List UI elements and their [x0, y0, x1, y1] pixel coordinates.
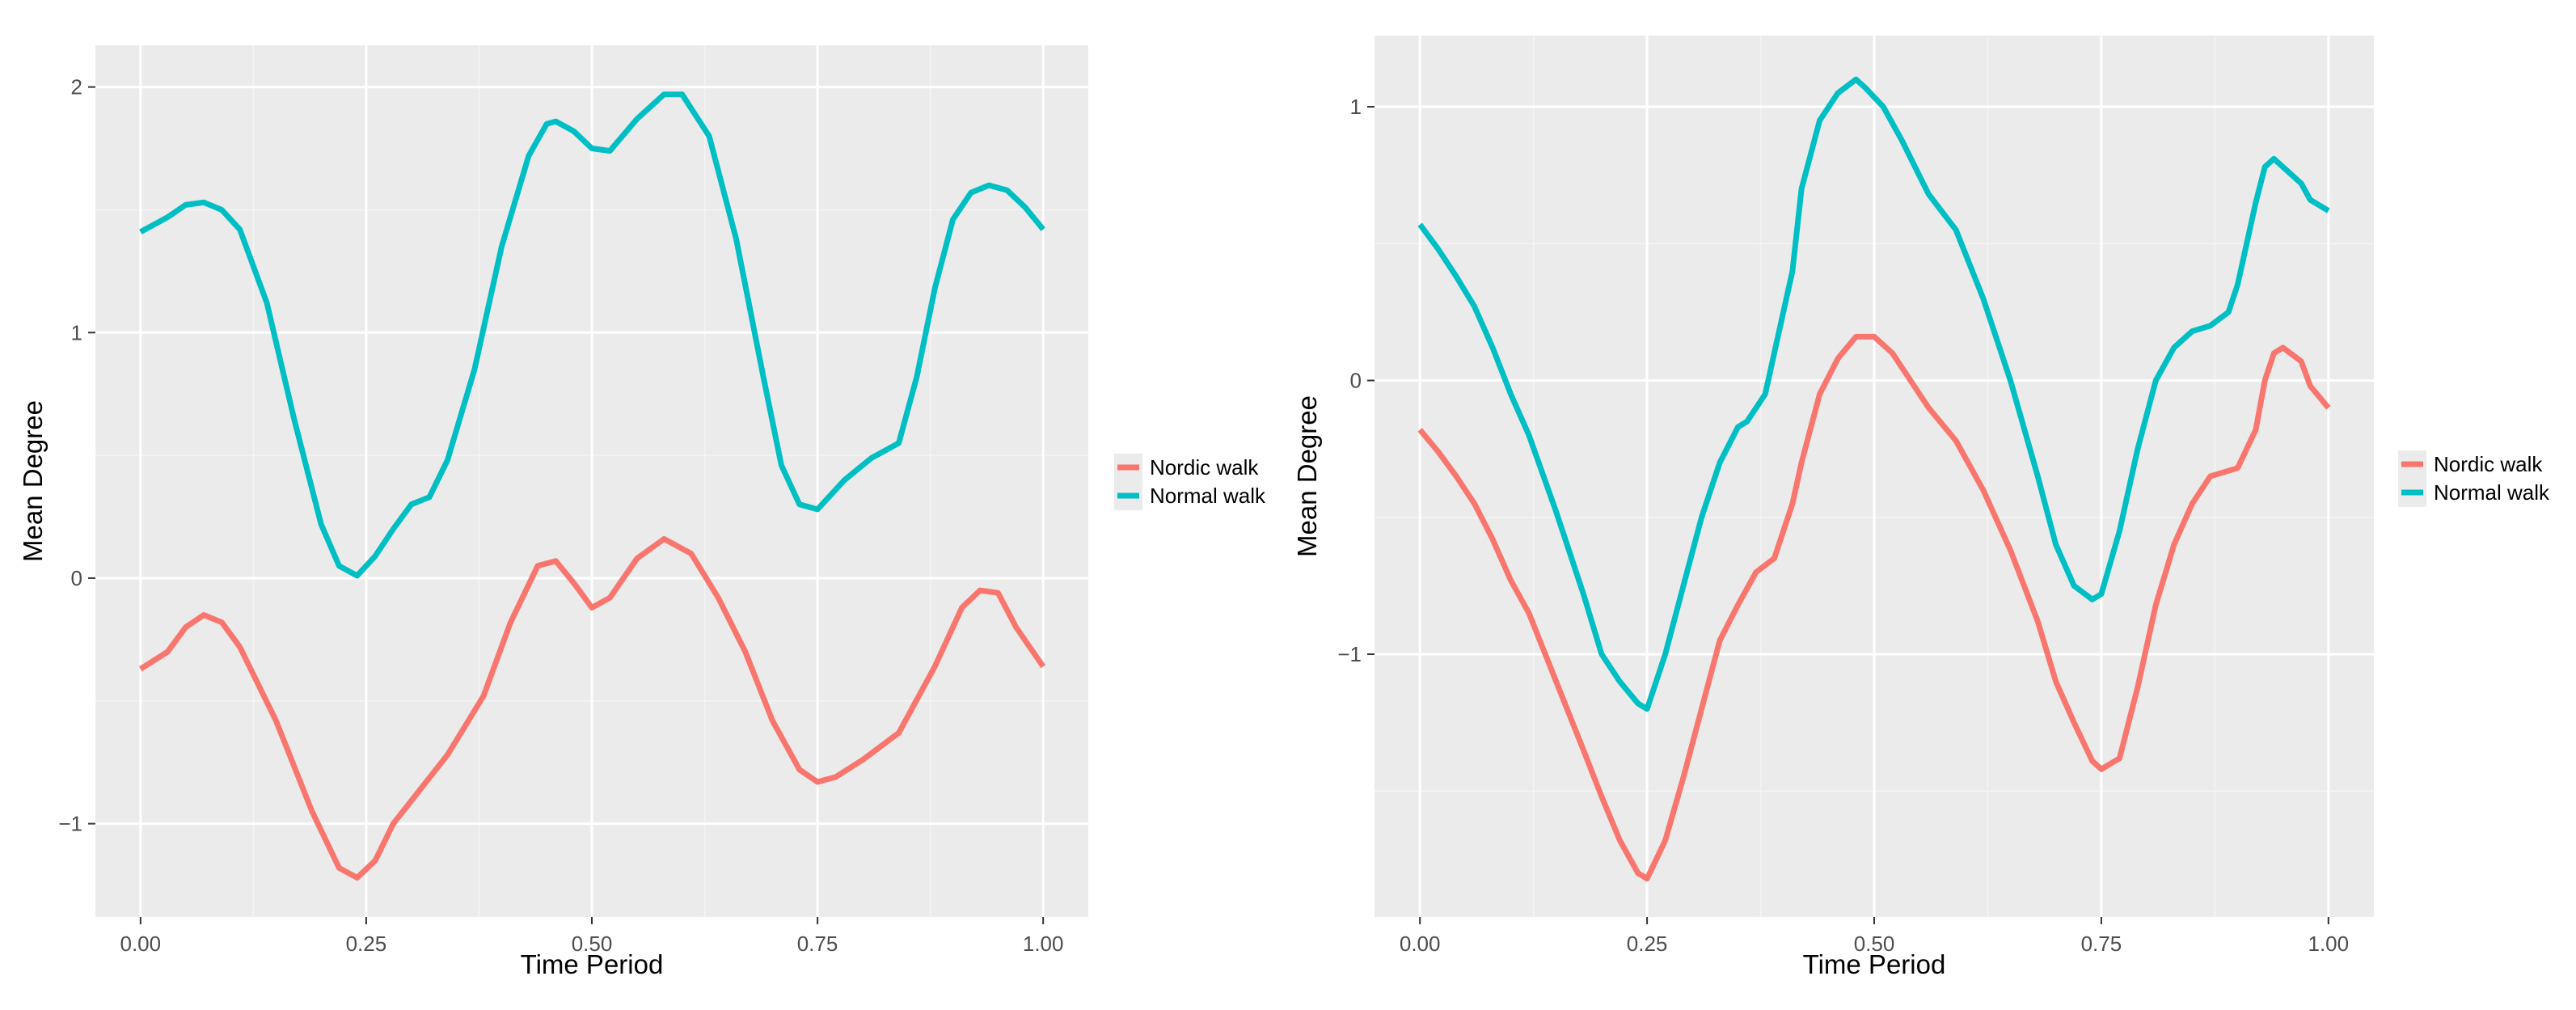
y-tick-label: 1: [71, 320, 82, 344]
legend: Nordic walk Normal walk: [1114, 454, 1266, 510]
chart-panel-1: 0.00 0.25 0.50 0.75 1.00 −1 0 1 2 Time Period Mean…: [18, 45, 1266, 979]
y-tick-label: 2: [71, 75, 82, 99]
x-tick-label: 1.00: [2308, 932, 2350, 956]
x-tick-label: 0.25: [346, 932, 387, 956]
legend: Nordic walk Normal walk: [2398, 450, 2550, 507]
x-tick-label: 0.00: [120, 932, 162, 956]
y-tick-label: 0: [71, 566, 82, 590]
legend-label: Normal walk: [1150, 484, 1266, 508]
x-tick-label: 0.75: [797, 932, 838, 956]
legend-label: Nordic walk: [1150, 455, 1259, 480]
y-tick-label: −1: [1337, 642, 1362, 666]
series-line-nordic-walk: [1417, 333, 2331, 882]
x-tick-label: 0.50: [572, 932, 613, 956]
x-tick-label: 0.75: [2081, 932, 2122, 956]
x-tick-label: 0.00: [1400, 932, 1441, 956]
y-axis-title: Mean Degree: [1292, 395, 1322, 557]
series-line-nordic-walk: [138, 535, 1046, 881]
series-line-normal-walk: [1417, 76, 2330, 712]
y-axis-title: Mean Degree: [18, 400, 48, 562]
x-axis-title: Time Period: [1803, 949, 1946, 979]
legend-label: Nordic walk: [2434, 452, 2543, 476]
legend-label: Normal walk: [2434, 480, 2550, 505]
x-axis-title: Time Period: [521, 949, 664, 979]
x-tick-label: 1.00: [1023, 932, 1064, 956]
x-tick-label: 0.25: [1627, 932, 1668, 956]
x-tick-label: 0.50: [1854, 932, 1895, 956]
y-tick-label: −1: [58, 812, 82, 836]
y-tick-label: 0: [1350, 369, 1362, 393]
chart-panel-2: 0.00 0.25 0.50 0.75 1.00 −1 0 1 Time Period Mean …: [1292, 36, 2550, 979]
series-line-normal-walk: [139, 91, 1045, 579]
y-tick-label: 1: [1350, 95, 1362, 119]
